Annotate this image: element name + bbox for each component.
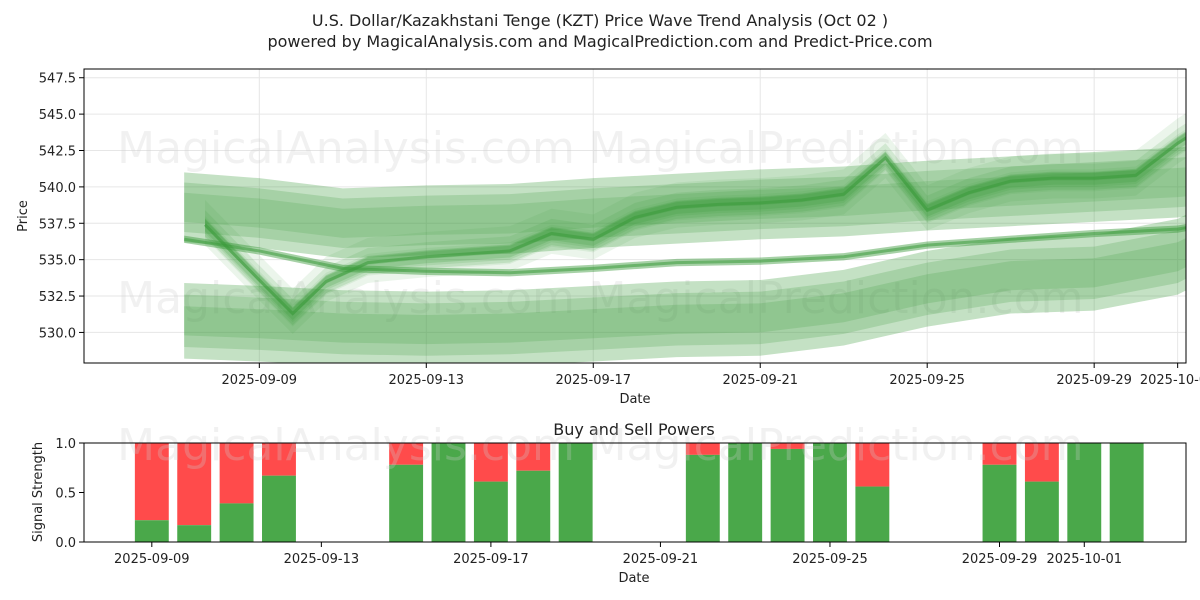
buy-power-bar (982, 464, 1017, 542)
watermark-analysis-bottom: MagicalAnalysis.com (117, 420, 575, 471)
buy-power-bar (473, 481, 508, 542)
x-tick-label: 2025-09-29 (962, 552, 1038, 567)
buy-power-bar (219, 503, 254, 542)
price-wave-band (205, 131, 1186, 321)
y-tick-label: 537.5 (39, 217, 76, 232)
x-tick-label: 2025-09-25 (889, 373, 965, 388)
sell-power-bar (982, 443, 1017, 465)
chart-title-line1: U.S. Dollar/Kazakhstani Tenge (KZT) Pric… (312, 11, 888, 30)
buy-power-bar (134, 520, 169, 542)
watermark-prediction-top: MagicalPrediction.com (589, 123, 1084, 174)
signal-chart-bars (134, 443, 1144, 542)
price-wave-band (205, 132, 1186, 326)
sell-power-bar (134, 443, 169, 521)
trend-band-upper (184, 157, 1186, 249)
x-tick-label: 2025-10-01 (1140, 373, 1200, 388)
signal-chart-ylabel: Signal Strength (31, 442, 46, 542)
buy-power-bar (728, 443, 763, 542)
x-tick-label: 2025-09-25 (792, 552, 868, 567)
x-tick-label: 2025-09-13 (284, 552, 360, 567)
y-tick-label: 0.5 (55, 487, 76, 502)
buy-power-bar (431, 443, 466, 542)
x-tick-label: 2025-09-21 (623, 552, 699, 567)
trend-band-lower (184, 226, 1186, 356)
y-tick-label: 1.0 (55, 437, 76, 452)
price-chart: MagicalAnalysis.com MagicalPrediction.co… (16, 68, 1200, 407)
x-tick-label: 2025-09-09 (222, 373, 298, 388)
trend-band-upper (184, 146, 1186, 259)
y-tick-label: 532.5 (39, 290, 76, 305)
trend-band-lower (184, 237, 1186, 345)
y-tick-label: 545.0 (39, 108, 76, 123)
signal-chart-watermarks: MagicalAnalysis.com MagicalPrediction.co… (117, 420, 1083, 471)
buy-power-bar (516, 470, 551, 542)
price-wave-band (205, 129, 1186, 334)
watermark-analysis-mid: MagicalAnalysis.com (117, 273, 575, 324)
signal-chart-title: Buy and Sell Powers (553, 420, 715, 439)
trend-mid-line (183, 226, 1186, 275)
price-chart-frame (83, 68, 1187, 364)
buy-power-bar (1067, 443, 1102, 542)
sell-power-bar (219, 443, 254, 504)
trend-band-lower (184, 214, 1186, 363)
watermark-analysis-top: MagicalAnalysis.com (117, 123, 575, 174)
sell-power-bar (855, 443, 890, 487)
price-chart-xlabel: Date (619, 392, 650, 407)
buy-power-bar (389, 464, 424, 542)
price-chart-grid (84, 69, 1186, 363)
sell-power-bar (177, 443, 212, 526)
buy-power-bar (813, 443, 847, 542)
buy-power-bar (1109, 443, 1144, 542)
buy-power-bar (558, 443, 593, 542)
buy-power-bar (177, 525, 212, 542)
signal-chart: Buy and Sell Powers MagicalAnalysis.com … (31, 420, 1187, 586)
buy-power-bar (1024, 481, 1059, 542)
sell-power-bar (770, 443, 805, 449)
sell-power-bar (262, 443, 296, 476)
buy-power-bar (855, 486, 890, 542)
price-wave-line (203, 136, 1186, 316)
watermark-prediction-bottom: MagicalPrediction.com (589, 420, 1084, 471)
y-tick-label: 540.0 (39, 181, 76, 196)
sell-power-bar (473, 443, 508, 482)
price-chart-ylabel: Price (16, 200, 31, 232)
sell-power-bar (389, 443, 424, 465)
y-tick-label: 547.5 (39, 72, 76, 87)
chart-title-line2: powered by MagicalAnalysis.com and Magic… (267, 32, 932, 51)
y-tick-label: 530.0 (39, 326, 76, 341)
trend-band-upper (184, 167, 1186, 238)
x-tick-label: 2025-09-17 (555, 373, 631, 388)
y-tick-label: 542.5 (39, 145, 76, 160)
price-chart-ticks: 2025-09-09 2025-09-13 2025-09-17 2025-09-21… (39, 72, 1200, 388)
price-chart-plot (183, 113, 1186, 363)
sell-power-bar (685, 443, 720, 455)
buy-power-bar (262, 475, 296, 542)
x-tick-label: 2025-09-17 (453, 552, 529, 567)
buy-power-bar (770, 448, 805, 542)
buy-power-bar (685, 454, 720, 542)
signal-chart-ticks: 2025-09-09 2025-09-13 2025-09-17 2025-09-21… (55, 437, 1122, 567)
x-tick-label: 2025-09-09 (114, 552, 190, 567)
signal-chart-xlabel: Date (618, 571, 649, 586)
trend-band-mid (184, 224, 1186, 277)
x-tick-label: 2025-10-01 (1046, 552, 1122, 567)
sell-power-bar (516, 443, 551, 471)
sell-power-bar (1024, 443, 1059, 482)
y-tick-label: 0.0 (55, 536, 76, 551)
price-chart-watermarks: MagicalAnalysis.com MagicalPrediction.co… (117, 123, 1083, 324)
x-tick-label: 2025-09-13 (389, 373, 465, 388)
watermark-prediction-mid: MagicalPrediction.com (589, 273, 1084, 324)
x-tick-label: 2025-09-21 (722, 373, 798, 388)
y-tick-label: 535.0 (39, 254, 76, 269)
x-tick-label: 2025-09-29 (1056, 373, 1132, 388)
